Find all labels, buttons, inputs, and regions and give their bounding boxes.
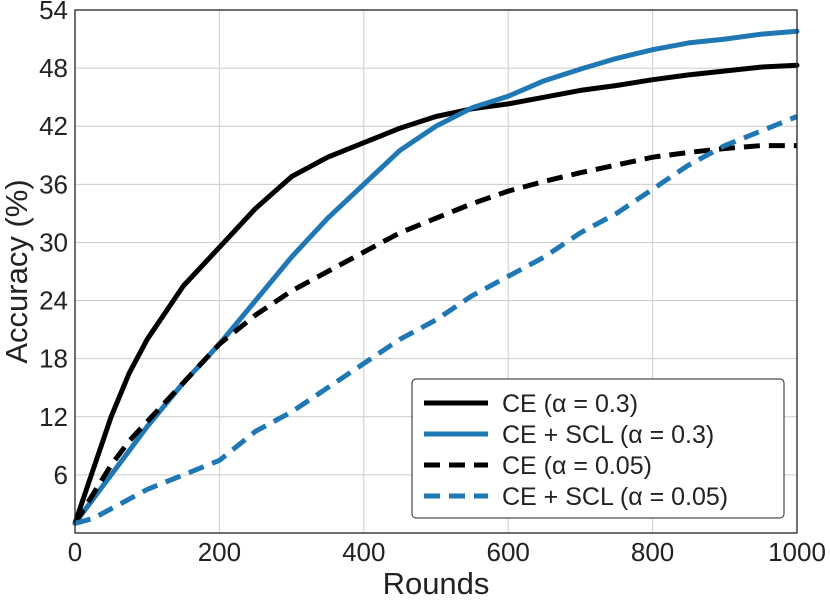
x-axis-title: Rounds: [383, 566, 490, 601]
legend-box: [411, 378, 785, 519]
legend-label-3: CE (α = 0.05): [502, 452, 652, 480]
x-tick-label: 1000: [768, 537, 826, 567]
legend-label-4: CE + SCL (α = 0.05): [502, 483, 728, 511]
series-line-1: [72, 62, 800, 526]
legend-label-1: CE (α = 0.3): [502, 390, 638, 418]
legend: CE (α = 0.3) CE + SCL (α = 0.3) CE (α = 0.…: [411, 378, 785, 519]
y-axis-title: Accuracy (%): [0, 179, 34, 363]
series-line-2: [72, 28, 800, 526]
y-tick-label: 54: [39, 0, 68, 25]
legend-label-2: CE + SCL (α = 0.3): [502, 421, 714, 449]
y-tick-label: 48: [39, 53, 68, 83]
x-tick-label: 800: [631, 537, 674, 567]
x-tick-labels: 0 200 400 600 800 1000: [68, 537, 826, 567]
y-tick-label: 24: [39, 286, 68, 316]
x-tick-label: 200: [198, 537, 241, 567]
y-tick-label: 36: [39, 169, 68, 199]
y-tick-label: 12: [39, 402, 68, 432]
y-tick-label: 30: [39, 227, 68, 257]
x-tick-label: 400: [342, 537, 385, 567]
y-tick-labels: 6 12 18 24 30 36 42 48 54: [39, 0, 68, 490]
y-tick-label: 6: [54, 460, 68, 490]
x-tick-label: 0: [68, 537, 82, 567]
x-tick-label: 600: [487, 537, 530, 567]
y-tick-label: 42: [39, 111, 68, 141]
plot-frame: [74, 9, 798, 534]
y-tick-label: 18: [39, 344, 68, 374]
series-line-4: [74, 114, 798, 526]
series-layer: [72, 28, 800, 526]
